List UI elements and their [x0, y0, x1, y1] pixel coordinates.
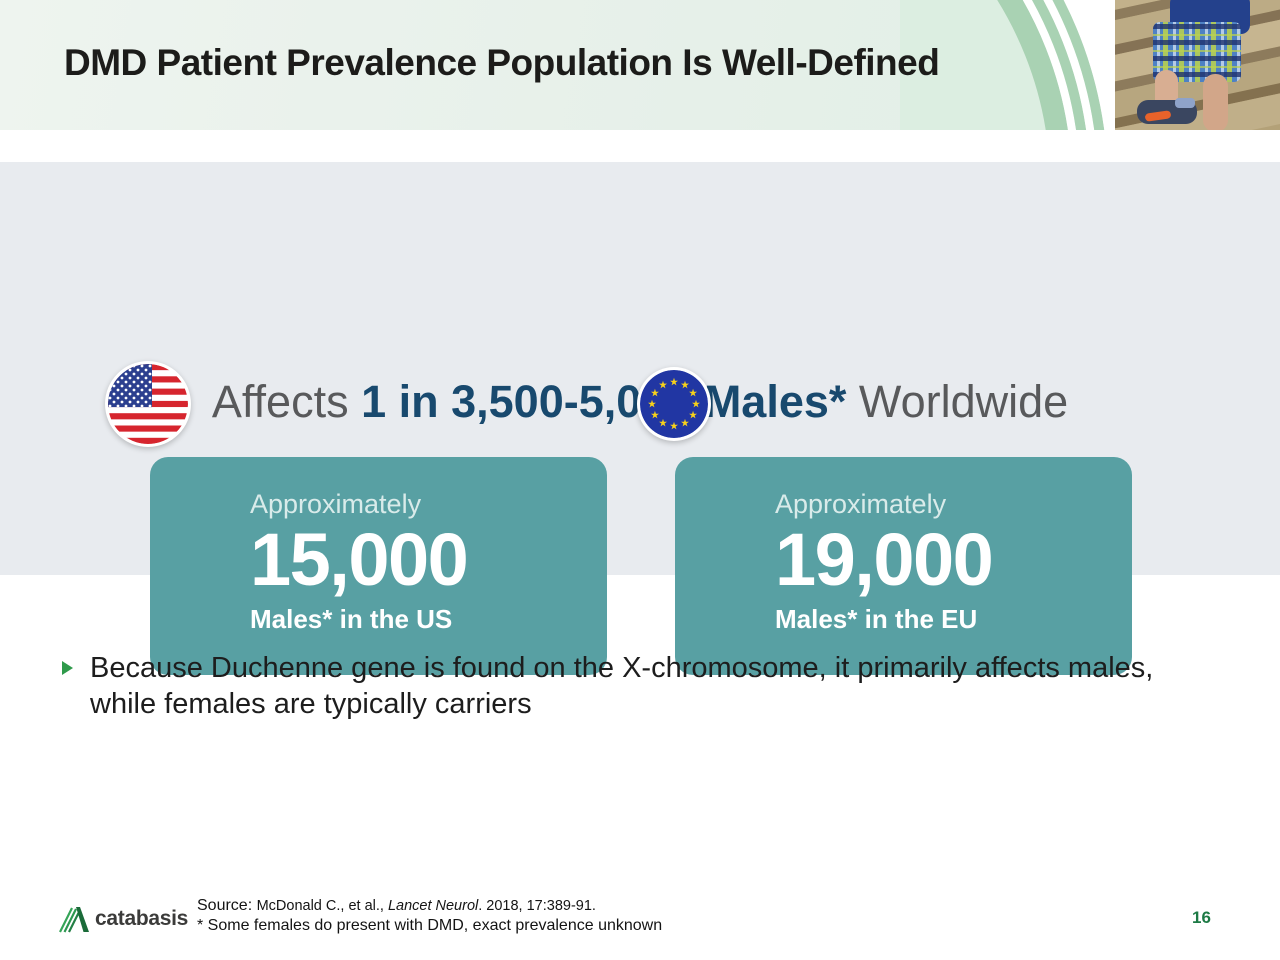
page-number: 16 [1192, 908, 1211, 927]
us-flag-icon [105, 361, 191, 447]
header-band: DMD Patient Prevalence Population Is Wel… [0, 0, 1280, 130]
source-line: Source: McDonald C., et al., Lancet Neur… [197, 896, 662, 916]
source-label: Source: [197, 897, 257, 914]
footnote-line: * Some females do present with DMD, exac… [197, 917, 663, 934]
headline-suffix: Worldwide [846, 376, 1069, 427]
stat-card-eu: Approximately 19,000 Males* in the EU [675, 457, 1132, 675]
source-tail: . 2018, 17:389-91. [478, 898, 596, 914]
stat-qualifier: Approximately [250, 489, 422, 519]
headline-highlight: 1 in 3,500-5,000 Males* [361, 376, 847, 427]
headline-prefix: Affects [211, 376, 362, 427]
eu-flag-icon [637, 367, 711, 441]
bullet-text: Because Duchenne gene is found on the X-… [90, 652, 1154, 720]
stats-section: Affects 1 in 3,500-5,000 Males* Worldwid… [0, 162, 1280, 675]
slide-title: DMD Patient Prevalence Population Is Wel… [64, 42, 940, 83]
bullet-item: Because Duchenne gene is found on the X-… [62, 650, 1222, 722]
stairs-photo [1115, 0, 1280, 130]
bullet-arrow-icon [62, 661, 73, 675]
header-arcs-decoration [900, 0, 1120, 130]
stat-card-us: Approximately 15,000 Males* in the US [150, 457, 607, 675]
headline: Affects 1 in 3,500-5,000 Males* Worldwid… [0, 376, 1280, 428]
stat-qualifier: Approximately [775, 489, 947, 519]
stat-label-us: Males* in the US [250, 604, 453, 634]
source-journal: Lancet Neurol [387, 898, 479, 914]
source-block: Source: McDonald C., et al., Lancet Neur… [197, 896, 662, 936]
stat-label-eu: Males* in the EU [775, 604, 978, 634]
stat-value-eu: 19,000 [775, 518, 994, 601]
source-authors: McDonald C., et al., [256, 898, 388, 914]
catabasis-logo: catabasis [56, 901, 188, 937]
catabasis-logo-icon [59, 907, 89, 933]
logo-wordmark: catabasis [95, 907, 189, 930]
stat-value-us: 15,000 [250, 518, 469, 601]
